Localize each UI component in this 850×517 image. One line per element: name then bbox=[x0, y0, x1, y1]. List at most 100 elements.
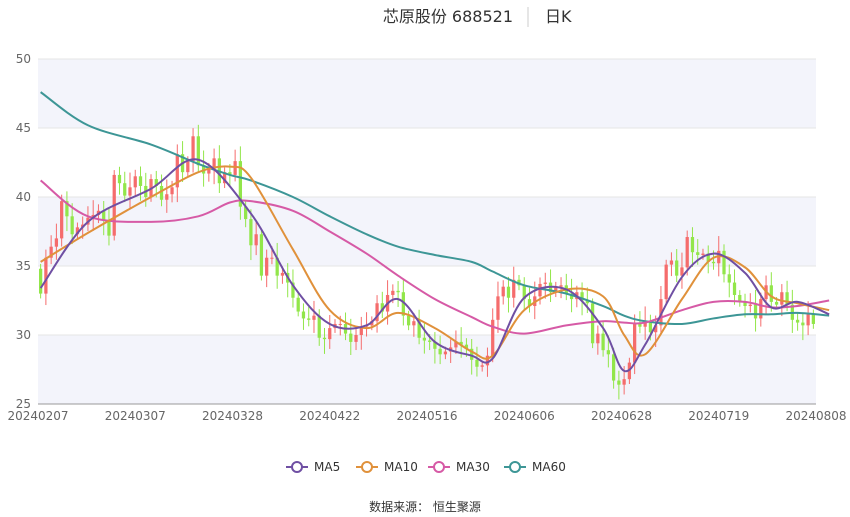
candle-body bbox=[795, 319, 800, 323]
candle-body bbox=[406, 315, 411, 326]
x-tick-label: 20240808 bbox=[785, 409, 846, 423]
candle-body bbox=[102, 210, 106, 221]
y-tick-label: 45 bbox=[16, 121, 31, 135]
candle-body bbox=[648, 321, 653, 333]
chart-legend[interactable]: MA5 MA10 MA30 MA60 bbox=[286, 460, 566, 474]
candle bbox=[422, 322, 427, 354]
candle bbox=[222, 167, 227, 189]
candle-body bbox=[527, 299, 532, 307]
candle-body bbox=[60, 201, 64, 239]
candle-body bbox=[175, 154, 179, 188]
candle-body bbox=[738, 294, 742, 302]
candle-body bbox=[685, 237, 689, 268]
candle-body bbox=[559, 285, 563, 287]
legend-marker bbox=[509, 461, 521, 473]
candle-body bbox=[506, 286, 511, 298]
candle bbox=[354, 328, 358, 351]
candle-body bbox=[38, 268, 43, 294]
candle bbox=[244, 200, 248, 228]
candle bbox=[590, 298, 595, 349]
candle-body bbox=[265, 257, 269, 276]
candle bbox=[38, 263, 43, 299]
ma30-line bbox=[40, 179, 830, 335]
candle bbox=[417, 309, 421, 345]
candle bbox=[795, 313, 800, 331]
candle-body bbox=[806, 314, 810, 326]
candle bbox=[380, 291, 384, 319]
ma10-line bbox=[40, 165, 830, 360]
candle-body bbox=[154, 179, 158, 186]
candle-body bbox=[611, 354, 616, 381]
candle-body bbox=[491, 319, 495, 356]
candle-body bbox=[601, 333, 605, 351]
candle-body bbox=[254, 234, 258, 246]
candle bbox=[322, 327, 327, 354]
candle bbox=[301, 303, 306, 330]
x-tick-label: 20240422 bbox=[299, 409, 360, 423]
candle bbox=[265, 249, 269, 288]
candle bbox=[212, 148, 216, 185]
candle bbox=[785, 280, 789, 312]
candle-body bbox=[748, 304, 752, 307]
x-tick-label: 20240328 bbox=[202, 409, 263, 423]
candle-body bbox=[675, 260, 679, 276]
candle bbox=[759, 292, 763, 327]
candle-body bbox=[291, 282, 295, 298]
candle-body bbox=[128, 187, 132, 196]
legend-item-ma10[interactable]: MA10 bbox=[356, 460, 418, 474]
candle bbox=[359, 316, 363, 350]
candle-body bbox=[233, 161, 237, 175]
candle bbox=[806, 301, 810, 336]
candle bbox=[296, 292, 300, 317]
candle-body bbox=[401, 292, 405, 316]
candle-body bbox=[228, 172, 232, 175]
legend-item-ma5[interactable]: MA5 bbox=[286, 460, 340, 474]
candle-body bbox=[470, 348, 474, 360]
candle-body bbox=[433, 341, 437, 349]
candle-body bbox=[496, 296, 500, 320]
candle bbox=[165, 179, 169, 213]
candle-body bbox=[732, 282, 737, 295]
candle-body bbox=[44, 257, 48, 294]
plot-band bbox=[38, 59, 816, 128]
candle-body bbox=[427, 340, 432, 342]
candle-body bbox=[222, 172, 227, 184]
candle bbox=[107, 207, 111, 246]
candle bbox=[70, 203, 74, 245]
candle bbox=[801, 312, 805, 341]
candle bbox=[375, 295, 379, 333]
candle bbox=[606, 335, 610, 368]
candle-body bbox=[107, 220, 111, 236]
candle bbox=[738, 290, 742, 307]
candle-body bbox=[359, 326, 363, 335]
candle bbox=[433, 332, 437, 364]
plot-band bbox=[38, 197, 816, 266]
candle bbox=[275, 242, 279, 289]
candle bbox=[753, 289, 758, 332]
y-tick-label: 30 bbox=[16, 328, 31, 342]
legend-item-ma30[interactable]: MA30 bbox=[428, 460, 490, 474]
candle-body bbox=[165, 194, 169, 200]
candle-body bbox=[638, 322, 642, 327]
candle-body bbox=[727, 274, 731, 283]
legend-item-ma60[interactable]: MA60 bbox=[504, 460, 566, 474]
candle-body bbox=[654, 325, 658, 333]
candle-body bbox=[696, 252, 700, 255]
candle-body bbox=[138, 176, 143, 186]
candle bbox=[307, 306, 311, 327]
candle-body bbox=[244, 206, 248, 220]
candle bbox=[554, 281, 558, 298]
candle bbox=[790, 289, 794, 333]
candle-body bbox=[338, 323, 342, 325]
legend-label: MA30 bbox=[456, 460, 490, 474]
candle bbox=[396, 281, 400, 307]
candle-body bbox=[133, 176, 137, 188]
candle-body bbox=[522, 285, 526, 300]
candle-body bbox=[780, 292, 784, 305]
candle-body bbox=[207, 169, 211, 174]
candle-body bbox=[617, 380, 621, 385]
candle-body bbox=[774, 301, 779, 305]
candle-body bbox=[743, 301, 747, 307]
candle-body bbox=[196, 136, 200, 166]
candle bbox=[496, 281, 500, 333]
